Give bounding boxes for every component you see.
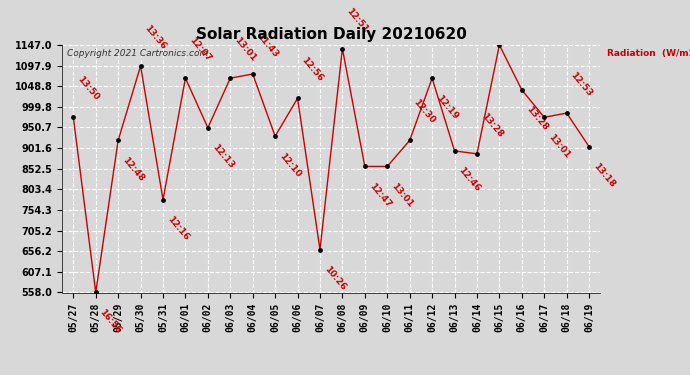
- Text: 12:56: 12:56: [299, 56, 325, 84]
- Title: Solar Radiation Daily 20210620: Solar Radiation Daily 20210620: [196, 27, 466, 42]
- Text: 13:01: 13:01: [233, 36, 258, 63]
- Text: 12:10: 12:10: [277, 151, 303, 178]
- Point: [404, 137, 415, 143]
- Point: [247, 71, 258, 77]
- Point: [426, 75, 437, 81]
- Text: 13:01: 13:01: [389, 181, 415, 209]
- Point: [449, 148, 460, 154]
- Text: 13:28: 13:28: [479, 111, 504, 139]
- Point: [180, 75, 191, 81]
- Text: 13:50: 13:50: [76, 75, 101, 102]
- Point: [112, 137, 124, 143]
- Point: [539, 114, 550, 120]
- Text: 12:48: 12:48: [121, 155, 146, 183]
- Point: [337, 46, 348, 52]
- Text: 11:43: 11:43: [255, 32, 280, 59]
- Text: 12:16: 12:16: [166, 214, 190, 242]
- Point: [270, 133, 281, 139]
- Text: 13:28: 13:28: [524, 105, 549, 132]
- Point: [157, 196, 168, 202]
- Text: 13:01: 13:01: [546, 132, 572, 160]
- Text: 12:47: 12:47: [367, 181, 393, 209]
- Point: [292, 95, 303, 101]
- Point: [359, 164, 371, 170]
- Point: [90, 290, 101, 296]
- Text: 12:19: 12:19: [435, 93, 460, 121]
- Text: 13:18: 13:18: [591, 162, 617, 189]
- Text: 12:51: 12:51: [344, 6, 370, 34]
- Point: [494, 42, 505, 48]
- Text: 10:26: 10:26: [322, 264, 348, 292]
- Text: 13:36: 13:36: [143, 24, 168, 51]
- Point: [225, 75, 236, 81]
- Text: 12:53: 12:53: [569, 70, 594, 98]
- Point: [68, 114, 79, 120]
- Text: 16:56: 16:56: [98, 308, 124, 335]
- Point: [315, 247, 326, 253]
- Text: 12:13: 12:13: [210, 142, 235, 170]
- Point: [135, 63, 146, 69]
- Point: [382, 164, 393, 170]
- Text: 12:30: 12:30: [412, 98, 437, 126]
- Text: Copyright 2021 Cartronics.com: Copyright 2021 Cartronics.com: [68, 49, 209, 58]
- Text: 12:07: 12:07: [188, 36, 213, 63]
- Text: Radiation  (W/m2): Radiation (W/m2): [607, 49, 690, 58]
- Point: [471, 151, 482, 157]
- Point: [516, 87, 527, 93]
- Text: 12:46: 12:46: [457, 166, 482, 194]
- Point: [561, 110, 572, 116]
- Point: [202, 125, 213, 131]
- Point: [584, 144, 595, 150]
